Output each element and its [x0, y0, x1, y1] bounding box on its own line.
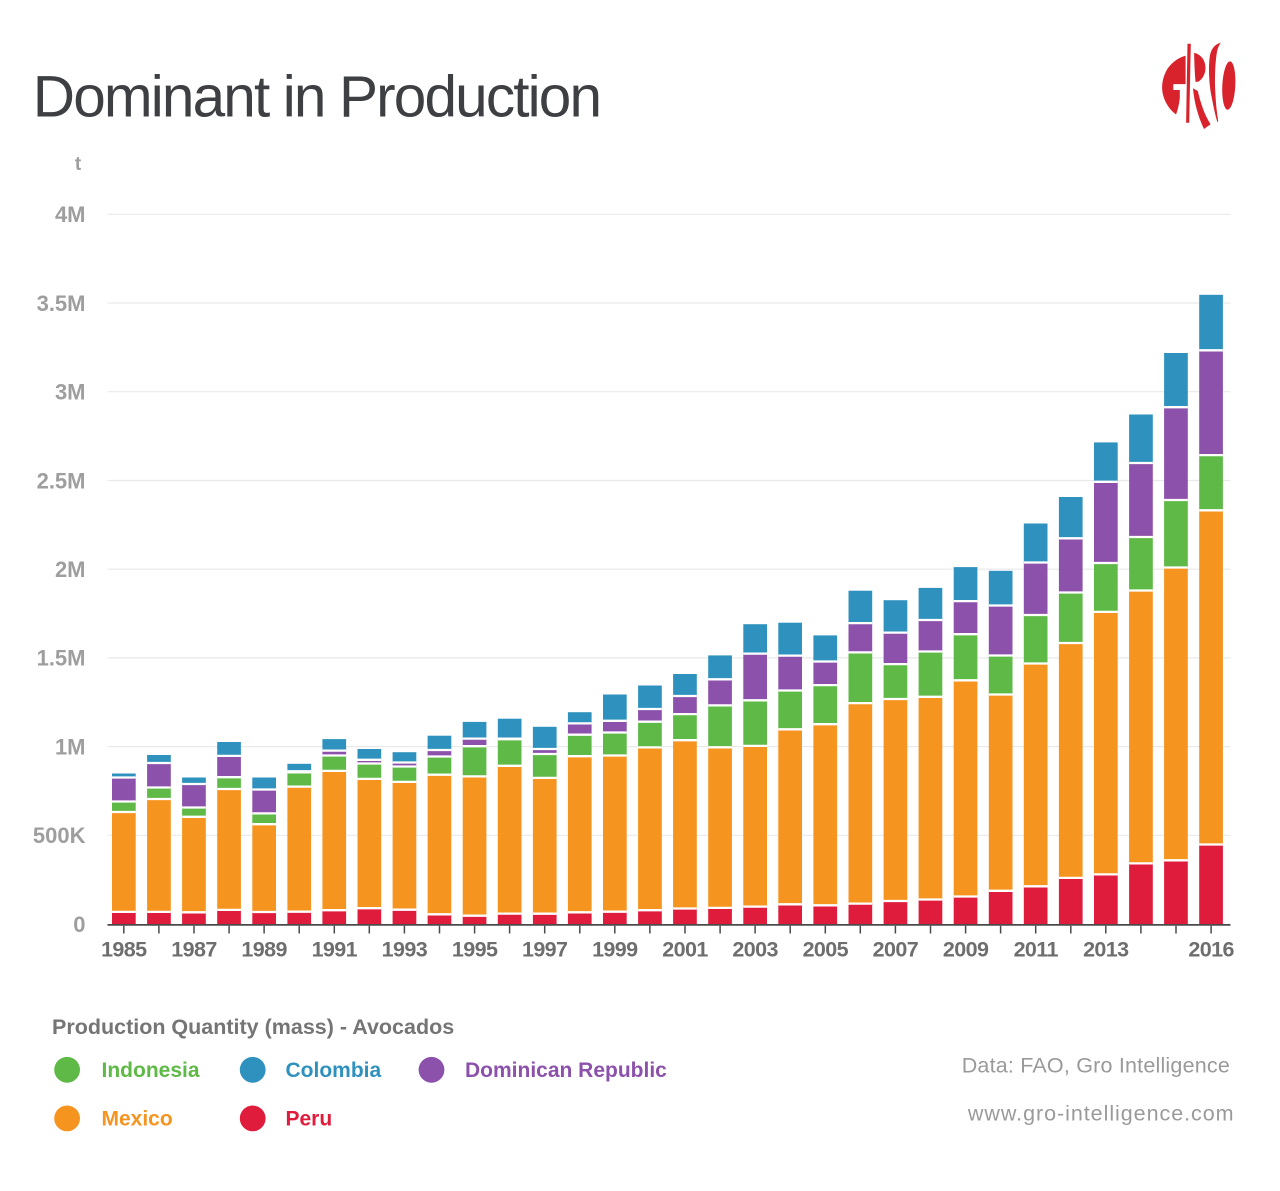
svg-text:1995: 1995 [452, 938, 498, 962]
svg-text:0: 0 [73, 912, 85, 937]
svg-text:2009: 2009 [943, 938, 989, 962]
svg-text:2001: 2001 [662, 938, 708, 962]
svg-text:Dominant in Production: Dominant in Production [33, 65, 600, 130]
svg-text:3M: 3M [55, 380, 86, 405]
svg-text:2005: 2005 [803, 938, 849, 962]
svg-text:Indonesia: Indonesia [102, 1059, 200, 1082]
svg-text:2011: 2011 [1014, 938, 1059, 962]
svg-text:Production Quantity (mass) - A: Production Quantity (mass) - Avocados [52, 1015, 454, 1039]
svg-text:Colombia: Colombia [286, 1059, 382, 1082]
svg-text:1.5M: 1.5M [37, 646, 86, 671]
svg-text:t: t [75, 154, 82, 175]
svg-text:Peru: Peru [286, 1108, 333, 1131]
svg-text:4M: 4M [55, 202, 86, 227]
svg-text:2007: 2007 [873, 938, 919, 962]
svg-text:Mexico: Mexico [102, 1108, 173, 1131]
svg-text:2.5M: 2.5M [37, 468, 86, 493]
svg-text:500K: 500K [33, 823, 86, 848]
svg-text:1989: 1989 [241, 938, 287, 962]
svg-text:www.gro-intelligence.com: www.gro-intelligence.com [967, 1102, 1235, 1126]
svg-text:1999: 1999 [592, 938, 638, 962]
svg-text:Dominican Republic: Dominican Republic [465, 1059, 667, 1082]
svg-text:1987: 1987 [171, 938, 217, 962]
svg-text:3.5M: 3.5M [37, 291, 86, 316]
svg-text:2003: 2003 [732, 938, 778, 962]
svg-text:2016: 2016 [1188, 938, 1234, 962]
svg-text:1985: 1985 [101, 938, 147, 962]
svg-text:2M: 2M [55, 557, 86, 582]
svg-text:1997: 1997 [522, 938, 568, 962]
svg-text:1991: 1991 [312, 938, 358, 962]
svg-text:1M: 1M [55, 734, 86, 759]
svg-text:Data: FAO, Gro Intelligence: Data: FAO, Gro Intelligence [962, 1054, 1230, 1078]
svg-text:1993: 1993 [382, 938, 428, 962]
svg-text:2013: 2013 [1083, 938, 1129, 962]
